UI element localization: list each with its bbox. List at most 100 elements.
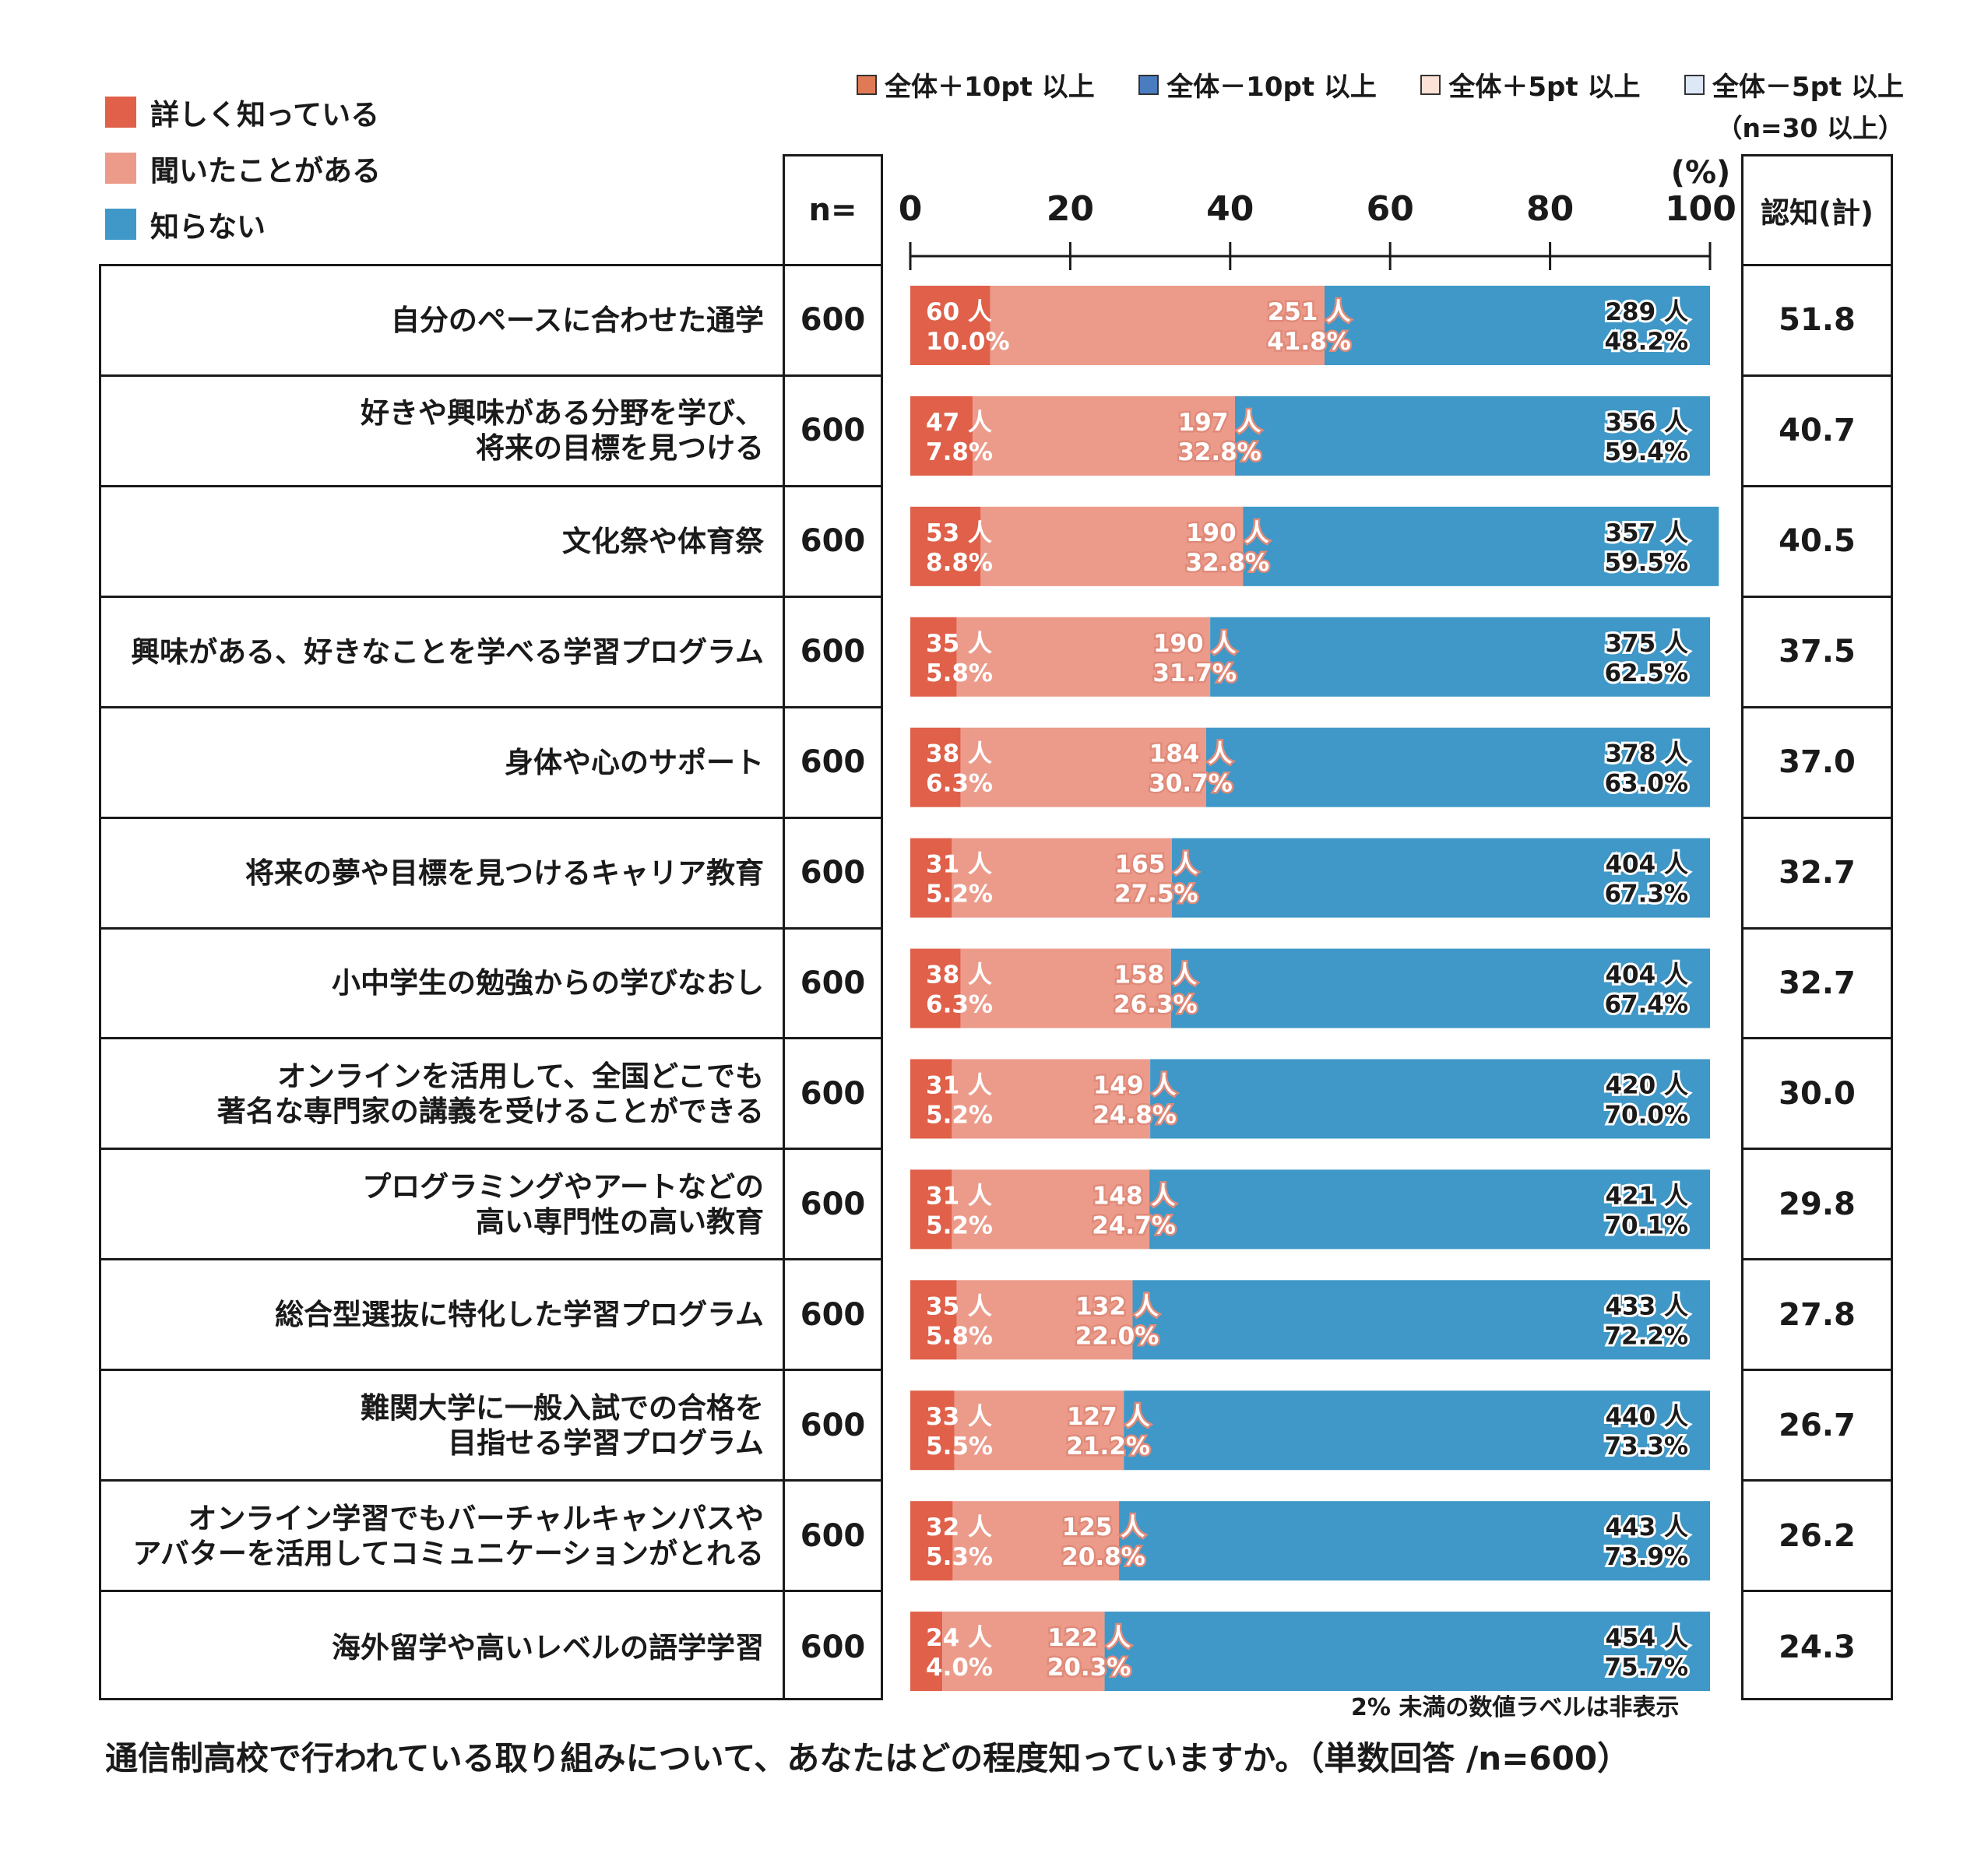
bar-segment-unknown (1104, 1612, 1710, 1692)
data-label-count-unknown: 357 人 (1605, 519, 1688, 547)
n-value-row: 600 (785, 819, 881, 930)
data-label-count-detail: 38 人 (926, 961, 992, 990)
data-label-count-heard: 132 人 (1075, 1292, 1159, 1320)
bar-segment-heard (960, 948, 1171, 1028)
data-label-count-detail: 53 人 (926, 519, 992, 547)
data-label-pct-unknown: 59.5% (1604, 549, 1688, 577)
total-awareness-text: 51.8 (1779, 302, 1856, 339)
bar-segment-unknown (1324, 286, 1710, 365)
n-value-text: 600 (800, 1296, 866, 1333)
total-awareness-column: 51.8 40.7 40.5 37.5 37.0 32.7 32.7 30.0 29.8 27.8… (1741, 264, 1893, 1700)
data-label-pct-heard: 30.7% (1149, 770, 1233, 798)
data-label-pct-heard: 31.7% (1152, 659, 1237, 687)
legend-swatch-plus10 (857, 74, 877, 95)
legend-item-plus10: 全体＋10pt 以上 (857, 65, 1095, 104)
n-value-text: 600 (800, 302, 866, 339)
data-label-count-unknown: 289 人 (1605, 298, 1688, 326)
data-label-pct-heard: 24.8% (1093, 1101, 1177, 1129)
data-label-count-heard: 251 人 (1268, 298, 1351, 326)
x-tick-label: 20 (1047, 189, 1094, 229)
bar-segment-heard (980, 506, 1244, 586)
bar-segment-heard (952, 1169, 1150, 1250)
category-label-text: プログラミングやアートなどの 高い専門性の高い教育 (362, 1169, 764, 1239)
data-label-pct-unknown: 73.9% (1604, 1543, 1688, 1571)
bar-segment-detail (910, 286, 990, 365)
data-label-pct-unknown: 70.1% (1604, 1211, 1688, 1239)
legend-swatch-minus10 (1138, 74, 1159, 95)
data-label-pct-detail: 10.0% (926, 328, 1010, 356)
bar-segment-heard (956, 1280, 1133, 1360)
n-value-row: 600 (785, 708, 881, 819)
data-label-pct-heard: 20.3% (1047, 1654, 1131, 1682)
category-label-text: 将来の夢や目標を見つけるキャリア教育 (245, 856, 764, 890)
n-value-text: 600 (800, 965, 866, 1001)
bar-segment-heard (973, 395, 1235, 476)
data-label-pct-detail: 5.5% (926, 1432, 993, 1461)
data-label-count-detail: 31 人 (926, 1071, 992, 1099)
data-label-count-detail: 31 人 (926, 1182, 992, 1210)
n-header: n= (783, 154, 883, 266)
question-text: 通信制高校で行われている取り組みについて、あなたはどの程度知っていますか。（単数… (105, 1739, 1631, 1777)
bar-segment-heard (990, 286, 1325, 365)
category-label-text: 自分のペースに合わせた通学 (390, 303, 764, 337)
total-header-label: 認知(計) (1761, 196, 1874, 230)
total-awareness-row: 29.8 (1743, 1150, 1891, 1261)
data-label-count-detail: 38 人 (926, 740, 992, 768)
n-value-text: 600 (800, 744, 866, 781)
category-label-row: 興味がある、好きなことを学べる学習プログラム (101, 598, 783, 708)
total-awareness-row: 37.5 (1743, 598, 1891, 708)
legend-label-unknown: 知らない (150, 210, 266, 244)
category-label-row: 小中学生の勉強からの学びなおし (101, 930, 783, 1040)
data-label-pct-heard: 32.8% (1177, 438, 1261, 466)
bar-segment-heard (960, 727, 1206, 807)
total-awareness-row: 32.7 (1743, 819, 1891, 930)
data-label-count-unknown: 356 人 (1605, 409, 1688, 437)
category-label-text: 難関大学に一般入試での合格を 目指せる学習プログラム (361, 1390, 764, 1460)
data-label-pct-unknown: 48.2% (1604, 328, 1688, 356)
legend-label-minus10: 全体－10pt 以上 (1166, 72, 1377, 103)
data-label-pct-unknown: 75.7% (1604, 1654, 1688, 1682)
category-label-text: 文化祭や体育祭 (562, 524, 764, 558)
total-awareness-text: 27.8 (1779, 1296, 1856, 1333)
n-value-text: 600 (800, 634, 866, 670)
data-label-pct-unknown: 63.0% (1604, 770, 1688, 798)
data-label-count-detail: 33 人 (926, 1403, 992, 1431)
n-value-text: 600 (800, 1075, 866, 1112)
data-label-count-detail: 31 人 (926, 851, 992, 879)
data-label-pct-detail: 5.2% (926, 881, 993, 909)
data-label-pct-heard: 26.3% (1114, 991, 1198, 1019)
total-awareness-row: 40.5 (1743, 487, 1891, 598)
total-awareness-row: 30.0 (1743, 1039, 1891, 1151)
n-value-text: 600 (800, 1407, 866, 1443)
data-label-count-heard: 184 人 (1149, 740, 1233, 768)
data-label-count-unknown: 420 人 (1605, 1071, 1688, 1099)
data-label-count-unknown: 454 人 (1605, 1624, 1688, 1652)
bar-segment-detail (910, 838, 952, 918)
n-value-text: 600 (800, 1629, 866, 1666)
n-value-row: 600 (785, 1039, 881, 1151)
x-tick-label: 0 (899, 189, 923, 229)
category-label-text: 身体や心のサポート (505, 745, 764, 779)
data-label-pct-heard: 22.0% (1075, 1322, 1159, 1350)
legend-label-minus5: 全体－5pt 以上 (1712, 72, 1904, 103)
bar-segment-heard (952, 1059, 1151, 1139)
legend-item-unknown: 知らない (105, 196, 381, 252)
bar-segment-heard (956, 617, 1211, 697)
n-value-row: 600 (785, 1592, 881, 1703)
n-value-text: 600 (800, 413, 866, 449)
data-label-count-unknown: 378 人 (1605, 740, 1688, 768)
bar-segment-detail (910, 1612, 943, 1692)
legend-item-detail: 詳しく知っている (105, 84, 381, 140)
data-label-pct-heard: 32.8% (1185, 549, 1269, 577)
legend-swatch-minus5 (1684, 74, 1705, 95)
total-awareness-row: 32.7 (1743, 930, 1891, 1040)
total-awareness-row: 26.7 (1743, 1371, 1891, 1482)
total-awareness-row: 27.8 (1743, 1260, 1891, 1372)
bar-segment-unknown (1149, 1169, 1710, 1250)
legend-item-plus5: 全体＋5pt 以上 (1420, 65, 1640, 104)
total-awareness-text: 26.2 (1779, 1517, 1856, 1554)
data-label-count-unknown: 375 人 (1605, 630, 1688, 658)
legend-right: 全体＋10pt 以上 全体－10pt 以上 全体＋5pt 以上 全体－5pt 以… (857, 65, 1904, 104)
category-label-text: オンライン学習でもバーチャルキャンパスや アバターを活用してコミュニケーションが… (132, 1501, 764, 1570)
total-awareness-text: 30.0 (1779, 1075, 1856, 1112)
